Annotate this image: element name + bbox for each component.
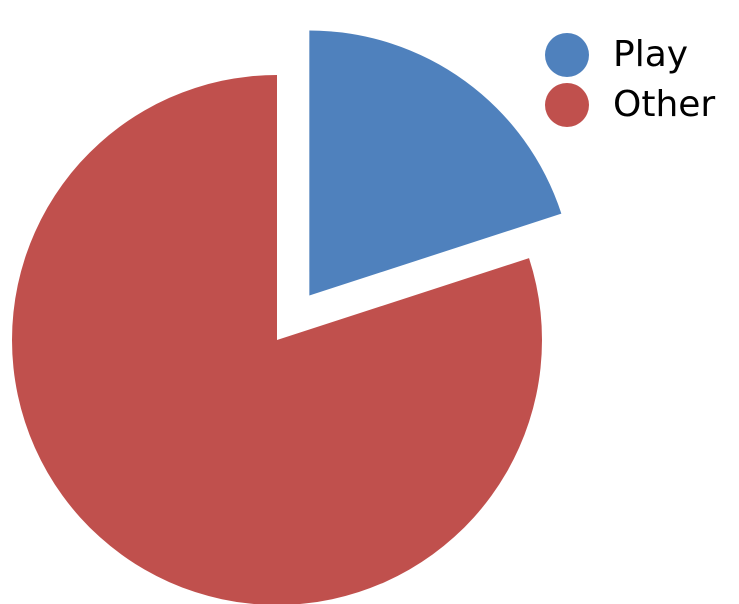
pie-slice-play xyxy=(309,30,562,296)
legend-swatch-play xyxy=(545,33,589,77)
chart-legend: Play Other xyxy=(545,30,715,130)
legend-label-other: Other xyxy=(613,84,716,125)
legend-label-play: Play xyxy=(613,34,689,75)
legend-item-play: Play xyxy=(545,30,715,80)
pie-slices xyxy=(12,30,562,604)
pie-slice-other xyxy=(12,75,542,604)
legend-swatch-other xyxy=(545,83,589,127)
legend-item-other: Other xyxy=(545,80,715,130)
